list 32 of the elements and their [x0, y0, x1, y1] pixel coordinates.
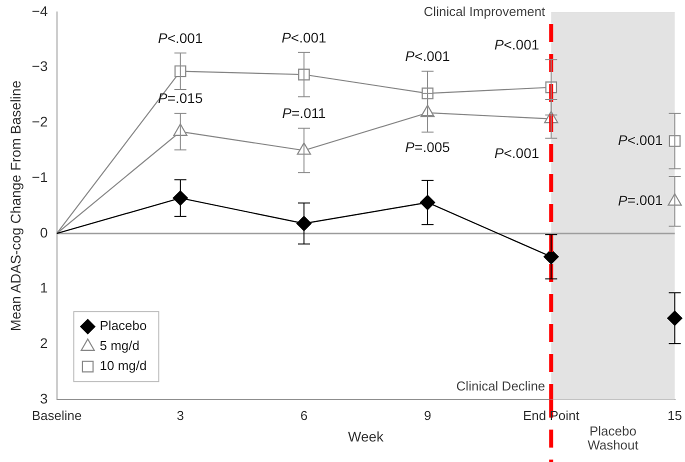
legend-label: Placebo [100, 318, 147, 334]
x-tick-label: 6 [300, 408, 308, 423]
y-tick-label: 1 [40, 280, 48, 296]
y-tick-label: −3 [32, 58, 48, 74]
annotation: P<.001 [494, 36, 540, 53]
annotation: Clinical Improvement [424, 4, 546, 20]
band-label: Placebo Washout [588, 424, 639, 453]
annotation: P=.001 [618, 192, 663, 208]
annotation: P=.015 [158, 90, 203, 106]
x-tick-label: End Point [522, 408, 580, 423]
annotation: P<.001 [158, 30, 203, 46]
x-tick-label: 9 [424, 408, 432, 423]
annotation: P<.001 [282, 29, 327, 46]
annotation: P<.001 [405, 48, 450, 64]
y-tick-label: 2 [40, 335, 48, 352]
y-axis-title: Mean ADAS-cog Change From Baseline [7, 80, 24, 332]
x-tick-label: 15 [668, 408, 682, 423]
y-tick-label: −1 [32, 168, 48, 185]
y-tick-label: 0 [40, 224, 48, 240]
x-axis-title: Week [348, 428, 385, 444]
x-tick-label: Baseline [32, 408, 82, 423]
legend-label: 10 mg/d [100, 358, 147, 374]
annotation: P<.001 [618, 132, 663, 148]
annotation: Clinical Decline [456, 378, 546, 394]
legend-label: 5 mg/d [100, 338, 140, 354]
y-tick-label: −4 [32, 2, 48, 19]
annotation: P=.005 [405, 139, 450, 156]
annotation: P<.001 [494, 145, 540, 162]
x-tick-label: 3 [176, 408, 184, 423]
annotation: P=.011 [282, 105, 326, 122]
y-tick-label: −2 [32, 114, 48, 130]
y-tick-label: 3 [40, 390, 48, 406]
